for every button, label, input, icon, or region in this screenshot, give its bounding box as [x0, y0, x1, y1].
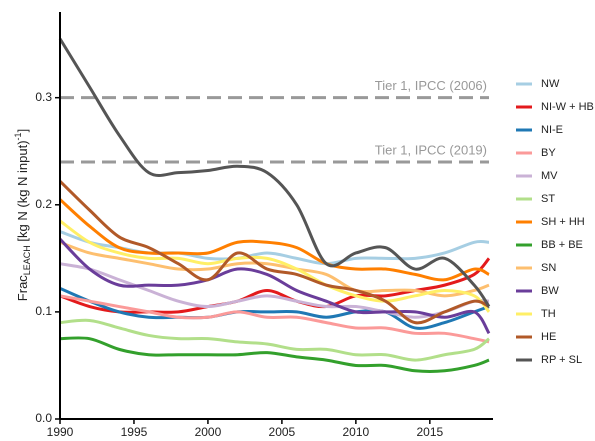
legend-label: NI-W + HB — [541, 101, 594, 113]
series-line — [58, 238, 491, 335]
x-tick-label: 2005 — [269, 425, 296, 439]
x-tick-label: 1990 — [47, 425, 74, 439]
legend-label: SN — [541, 262, 556, 274]
y-label-end: ] — [15, 129, 30, 133]
x-tick-label: 2015 — [416, 425, 443, 439]
y-label-main: Frac — [15, 275, 30, 302]
series-line — [58, 37, 491, 308]
y-label-sup: -1 — [13, 132, 23, 140]
y-tick-label: 0.3 — [35, 90, 52, 104]
x-tick-label: 1995 — [121, 425, 148, 439]
legend-label: MV — [541, 170, 558, 182]
series-line — [59, 336, 490, 373]
series-line — [59, 257, 491, 314]
legend-label: NI-E — [541, 124, 563, 136]
y-tick-label: 0.2 — [35, 197, 52, 211]
y-tick-label: 0.1 — [35, 304, 52, 318]
x-tick-label: 2010 — [343, 425, 370, 439]
legend-label: ST — [541, 193, 555, 205]
x-tick-label: 2000 — [195, 425, 222, 439]
y-label-sub: LEACH — [22, 245, 32, 275]
legend-label: BY — [541, 147, 556, 159]
reference-label: Tier 1, IPCC (2006) — [375, 78, 487, 93]
y-tick-label: 0.0 — [35, 411, 52, 425]
legend-label: BW — [541, 285, 559, 297]
legend-label: BB + BE — [541, 239, 583, 251]
legend-label: SH + HH — [541, 216, 585, 228]
series-line — [59, 318, 490, 362]
series-line — [58, 180, 490, 325]
series-line — [59, 294, 490, 344]
series-line — [58, 198, 490, 282]
legend-label: HE — [541, 331, 556, 343]
reference-label: Tier 1, IPCC (2019) — [375, 142, 487, 157]
y-axis-label: FracLEACH [kg N (kg N input)-1] — [13, 129, 32, 301]
legend-label: RP + SL — [541, 354, 582, 366]
legend-label: TH — [541, 308, 556, 320]
series-line — [59, 286, 490, 330]
legend-label: NW — [541, 78, 560, 90]
y-label-unit: [kg N (kg N input) — [15, 140, 30, 245]
series-line — [59, 219, 491, 313]
